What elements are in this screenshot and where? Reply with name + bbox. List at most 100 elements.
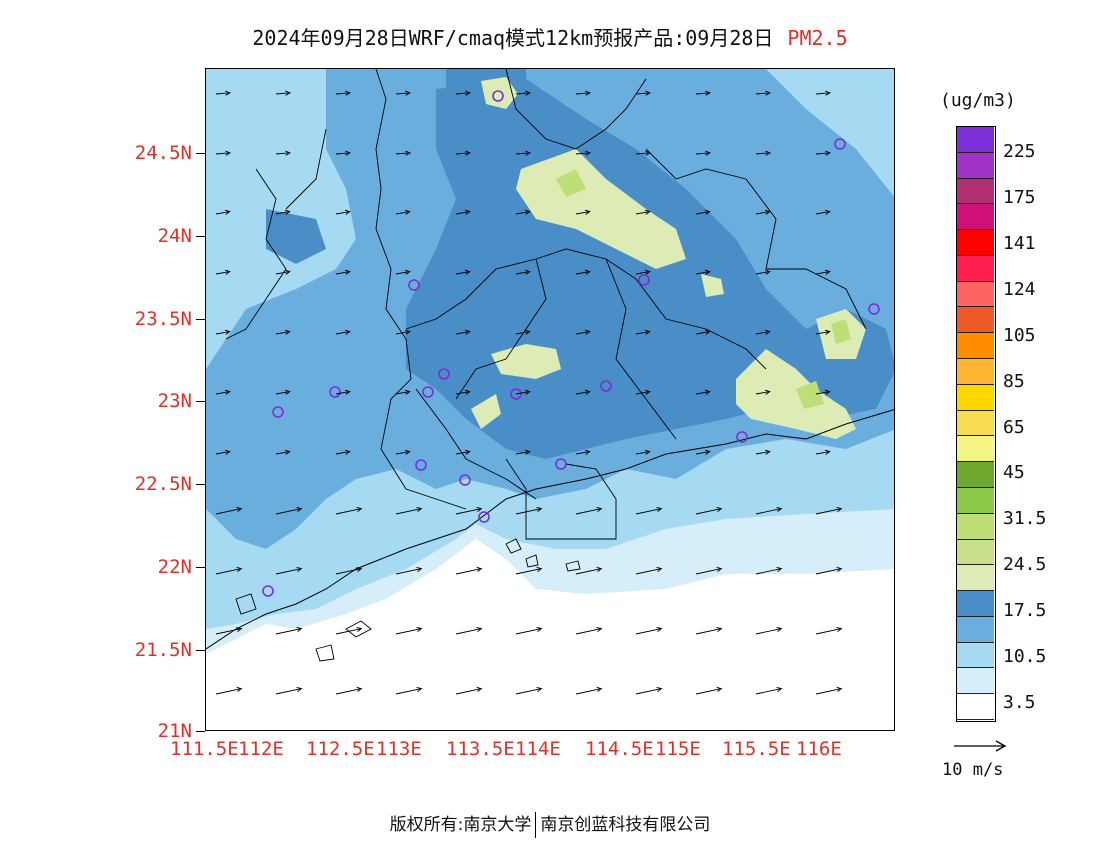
wind-arrow bbox=[275, 506, 303, 515]
lon-label: 115E bbox=[655, 738, 701, 760]
wind-arrow bbox=[635, 389, 651, 395]
wind-arrow bbox=[455, 449, 471, 455]
wind-arrow bbox=[515, 90, 531, 96]
footer-right: 南京创蓝科技有限公司 bbox=[540, 815, 711, 835]
lon-label: 113.5E bbox=[446, 738, 515, 760]
wind-arrow bbox=[755, 150, 771, 156]
colorbar-swatch bbox=[957, 513, 994, 540]
wind-arrow bbox=[215, 209, 231, 215]
lat-label: 24N bbox=[157, 225, 192, 247]
lat-label: 23.5N bbox=[134, 308, 192, 330]
lon-label: 116E bbox=[796, 738, 842, 760]
lat-label: 21.5N bbox=[134, 639, 192, 661]
colorbar-swatch bbox=[957, 565, 994, 592]
lat-tick bbox=[196, 319, 205, 320]
wind-arrow bbox=[575, 626, 603, 635]
wind-arrow bbox=[755, 209, 771, 215]
wind-arrow bbox=[515, 269, 531, 275]
wind-arrow bbox=[455, 269, 471, 275]
wind-arrow bbox=[635, 449, 651, 455]
monitoring-stations bbox=[262, 90, 880, 597]
wind-arrow bbox=[335, 150, 351, 156]
wind-arrow bbox=[335, 90, 351, 96]
wind-vector-field bbox=[215, 90, 843, 695]
legend-unit: (ug/m3) bbox=[940, 90, 1016, 111]
wind-arrow bbox=[695, 329, 711, 335]
dark-zone-west bbox=[266, 209, 326, 264]
wind-arrow bbox=[575, 150, 591, 156]
lon-label: 113E bbox=[376, 738, 422, 760]
colorbar-swatch bbox=[957, 359, 994, 385]
colorbar-swatch bbox=[957, 487, 994, 514]
pm25-map bbox=[205, 68, 895, 731]
wind-arrow bbox=[515, 449, 531, 455]
wind-arrow bbox=[755, 389, 771, 395]
station-marker bbox=[272, 406, 284, 418]
title-main: 2024年09月28日WRF/cmaq模式12km预报产品:09月28日 bbox=[252, 26, 774, 50]
station-marker bbox=[600, 380, 612, 392]
station-marker bbox=[638, 274, 650, 286]
colorbar bbox=[956, 126, 996, 722]
wind-arrow bbox=[455, 566, 483, 575]
colorbar-swatch bbox=[957, 281, 994, 308]
wind-arrow bbox=[455, 329, 471, 335]
wind-arrow bbox=[395, 566, 423, 575]
wind-arrow bbox=[215, 90, 231, 96]
wind-arrow bbox=[515, 506, 543, 515]
station-marker bbox=[868, 303, 880, 315]
colorbar-level-label: 105 bbox=[1003, 325, 1036, 346]
wind-arrow bbox=[455, 506, 483, 515]
colorbar-level-label: 31.5 bbox=[1003, 508, 1047, 529]
wind-arrow bbox=[335, 329, 351, 335]
wind-reference-label: 10 m/s bbox=[942, 760, 1004, 780]
wind-arrow bbox=[815, 449, 831, 455]
colorbar-swatch bbox=[957, 230, 994, 256]
colorbar-level-label: 141 bbox=[1003, 233, 1036, 254]
lat-tick bbox=[196, 731, 205, 732]
wind-arrow bbox=[215, 686, 243, 695]
wind-arrow bbox=[395, 389, 411, 395]
wind-arrow bbox=[575, 209, 591, 215]
station-marker bbox=[478, 511, 490, 523]
wind-arrow bbox=[275, 269, 291, 275]
station-marker bbox=[408, 279, 420, 291]
colorbar-swatch bbox=[957, 204, 994, 231]
green-zone-2 bbox=[796, 381, 824, 409]
wind-arrow bbox=[635, 686, 663, 695]
islands bbox=[235, 538, 581, 662]
wind-arrow bbox=[635, 90, 651, 96]
wind-arrow bbox=[395, 150, 411, 156]
wind-arrow bbox=[815, 389, 831, 395]
wind-arrow bbox=[755, 449, 771, 455]
wind-arrow bbox=[395, 626, 423, 635]
wind-arrow bbox=[815, 209, 831, 215]
wind-arrow bbox=[335, 449, 351, 455]
wind-arrow bbox=[575, 329, 591, 335]
station-marker bbox=[736, 431, 748, 443]
wind-arrow bbox=[335, 626, 363, 635]
wind-arrow bbox=[335, 506, 363, 515]
colorbar-swatch bbox=[957, 178, 994, 205]
lon-label: 111.5E bbox=[170, 738, 239, 760]
wind-arrow bbox=[215, 449, 231, 455]
wind-arrow bbox=[695, 686, 723, 695]
lon-label: 112.5E bbox=[306, 738, 375, 760]
wind-arrow bbox=[755, 686, 783, 695]
wind-arrow bbox=[755, 329, 771, 335]
colorbar-swatch bbox=[957, 539, 994, 566]
wind-arrow bbox=[515, 150, 531, 156]
wind-arrow bbox=[815, 506, 843, 515]
admin-boundaries bbox=[225, 69, 867, 540]
wind-arrow bbox=[635, 269, 651, 275]
green-zone-3 bbox=[831, 319, 851, 344]
colorbar-level-label: 225 bbox=[1003, 141, 1036, 162]
wind-arrow bbox=[575, 269, 591, 275]
wind-arrow bbox=[815, 626, 843, 635]
wind-arrow bbox=[395, 269, 411, 275]
yellowgreen-zone-4 bbox=[491, 344, 561, 379]
wind-arrow bbox=[755, 566, 783, 575]
wind-arrow bbox=[395, 90, 411, 96]
lat-tick bbox=[196, 567, 205, 568]
station-marker bbox=[262, 585, 274, 597]
wind-arrow bbox=[695, 389, 711, 395]
